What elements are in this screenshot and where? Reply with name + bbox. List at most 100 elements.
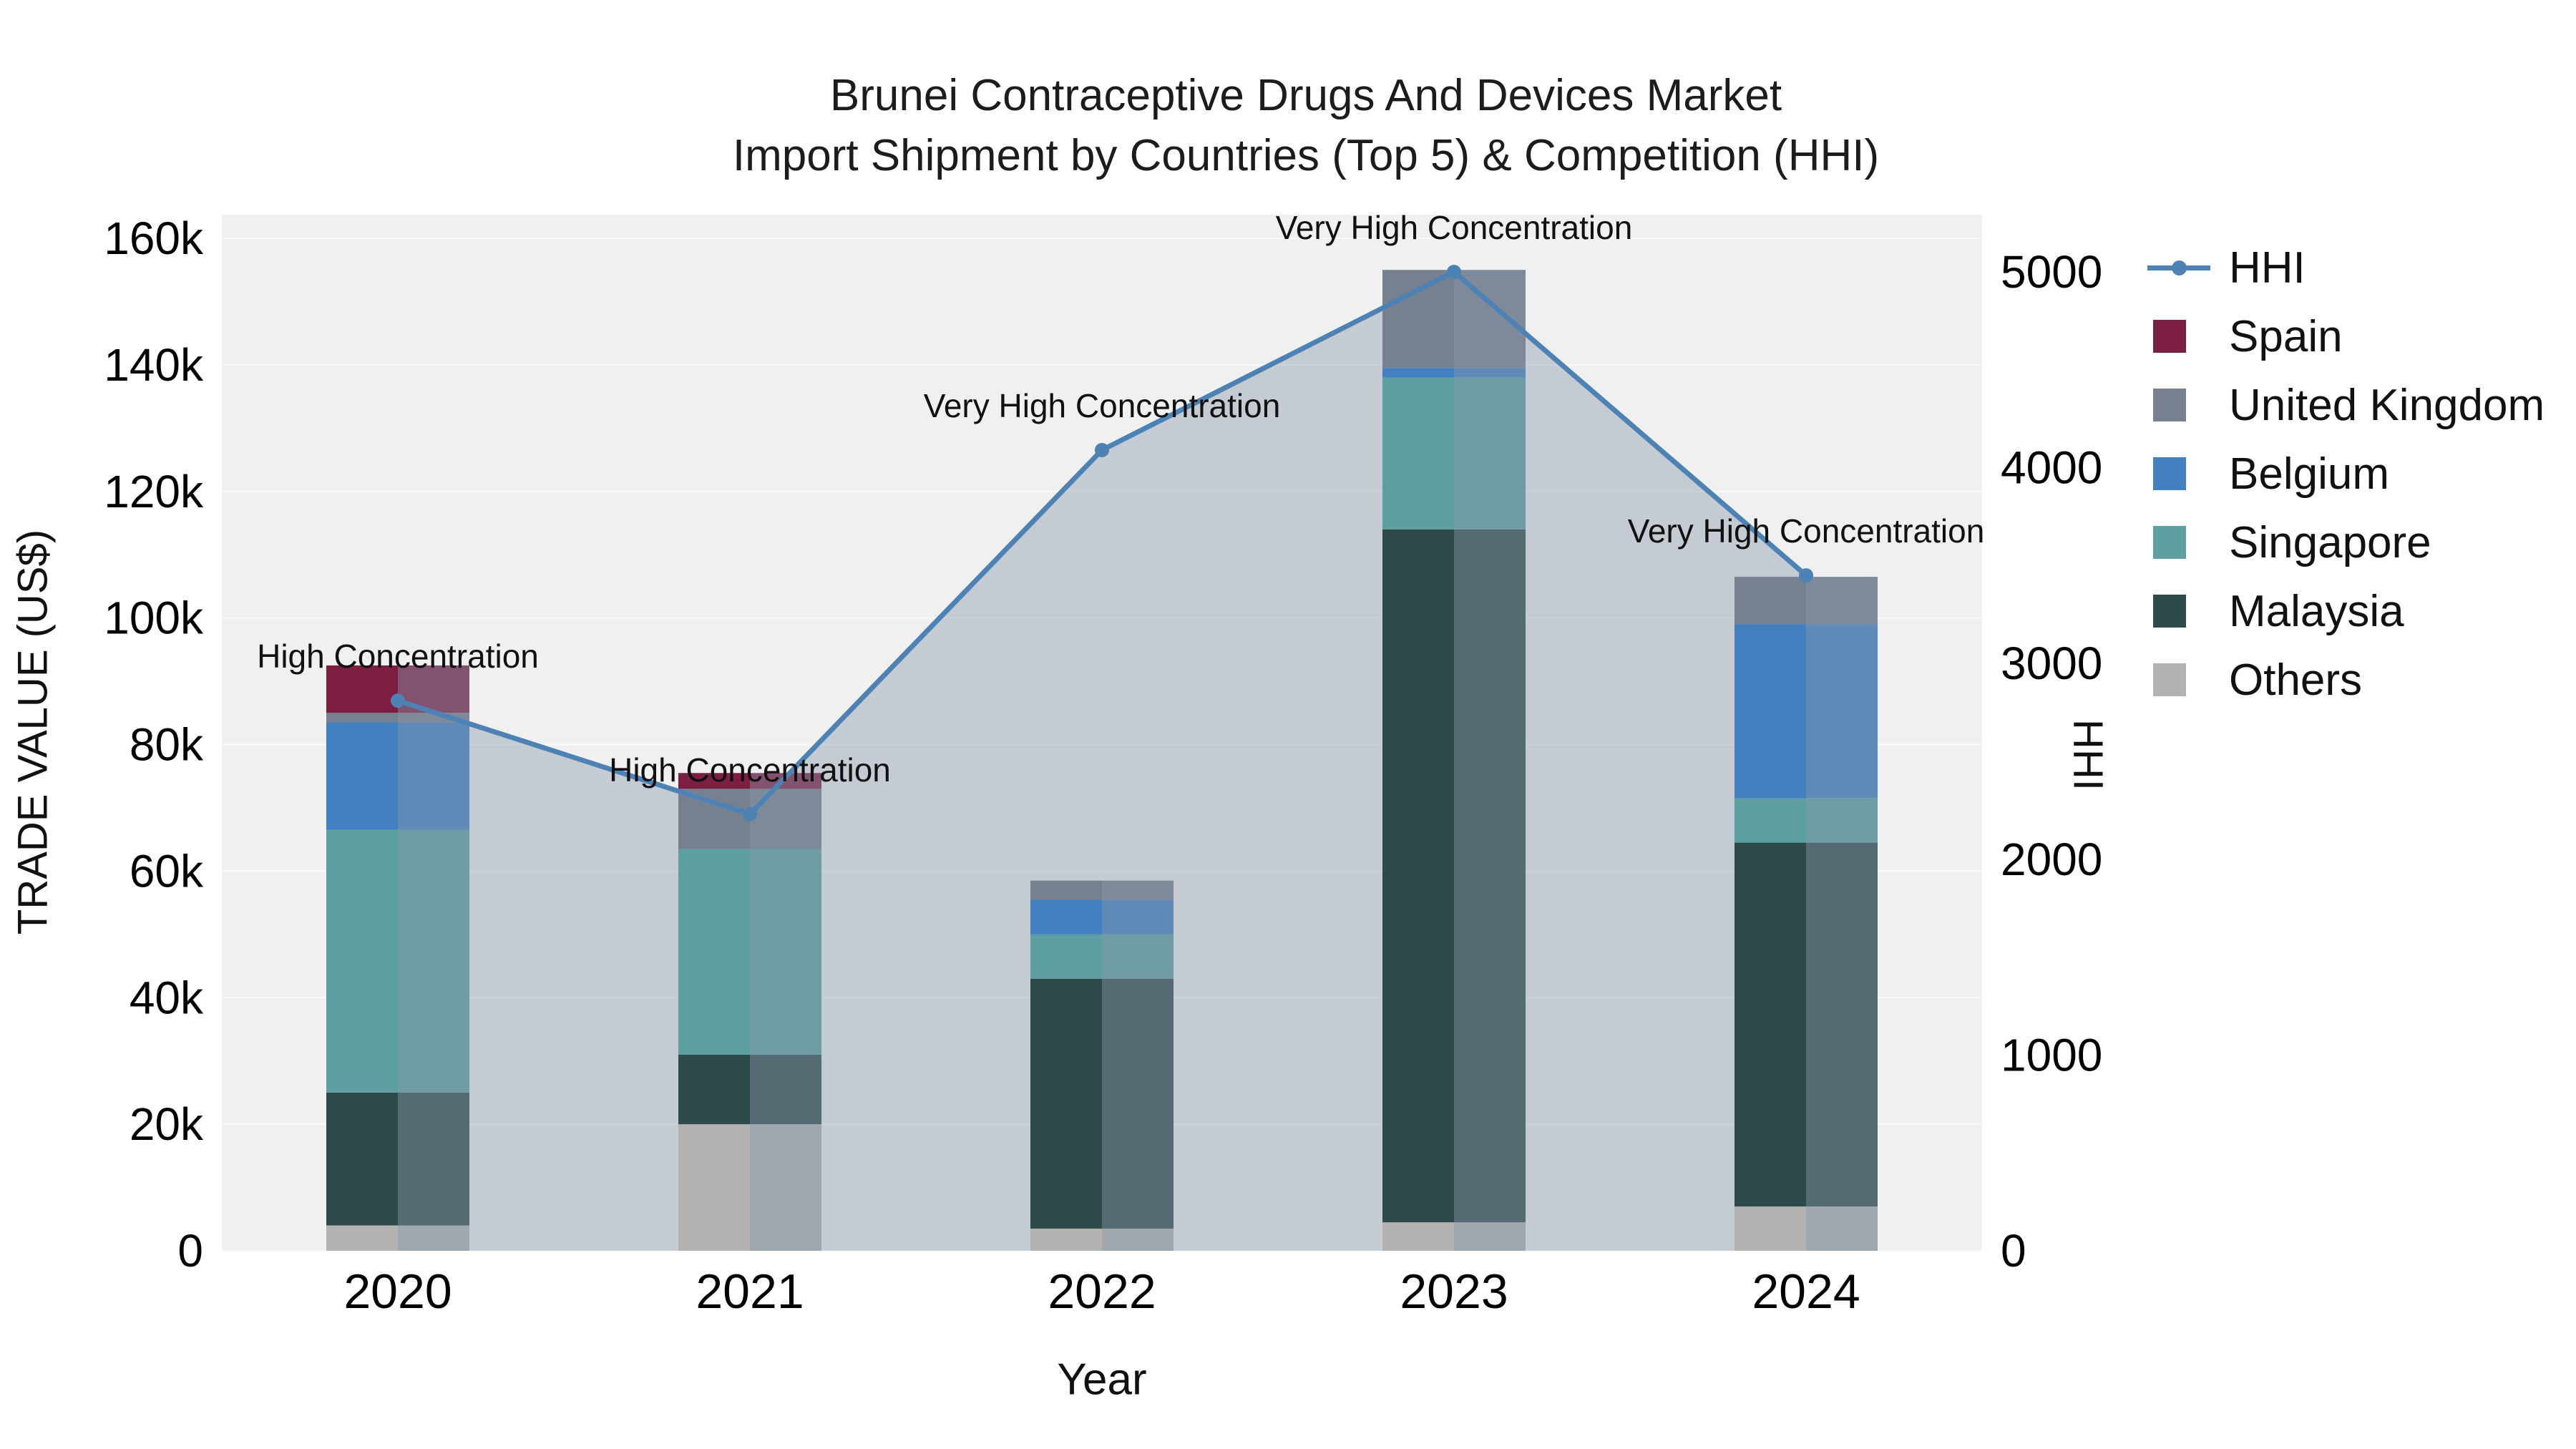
bar-segment-shaded-singapore-2022 bbox=[1102, 934, 1174, 979]
y-axis-label-right: HHI bbox=[2064, 719, 2112, 791]
bar-segment-shaded-united-kingdom-2022 bbox=[1102, 880, 1174, 900]
x-tick-2024: 2024 bbox=[1752, 1264, 1860, 1319]
legend-swatch-icon bbox=[2147, 595, 2210, 628]
bar-segment-malaysia-2023 bbox=[1382, 529, 1454, 1223]
legend-item-singapore: Singapore bbox=[2147, 508, 2545, 577]
bar-segment-malaysia-2021 bbox=[678, 1054, 750, 1125]
y-tick-right-2000: 2000 bbox=[2001, 834, 2102, 885]
hhi-marker-2020 bbox=[391, 693, 405, 708]
hhi-marker-2022 bbox=[1095, 442, 1109, 457]
bar-segment-shaded-malaysia-2023 bbox=[1454, 529, 1526, 1223]
bar-segment-shaded-singapore-2020 bbox=[398, 829, 469, 1093]
legend-swatch-icon bbox=[2147, 320, 2210, 353]
legend-color-square bbox=[2153, 526, 2186, 559]
y-tick-right-3000: 3000 bbox=[2001, 638, 2102, 689]
y-tick-right-5000: 5000 bbox=[2001, 246, 2102, 298]
bar-segment-shaded-malaysia-2021 bbox=[750, 1054, 821, 1125]
chart-title-line2: Import Shipment by Countries (Top 5) & C… bbox=[732, 131, 1880, 181]
bar-segment-singapore-2022 bbox=[1030, 934, 1102, 979]
bar-segment-belgium-2024 bbox=[1735, 624, 1806, 799]
bar-segment-singapore-2020 bbox=[326, 829, 398, 1093]
bar-segment-shaded-malaysia-2022 bbox=[1102, 978, 1174, 1229]
legend-swatch-icon bbox=[2147, 457, 2210, 490]
legend-line-icon bbox=[2147, 251, 2210, 284]
bar-segment-united-kingdom-2020 bbox=[326, 713, 398, 723]
annotation-2022: Very High Concentration bbox=[924, 387, 1281, 424]
legend-swatch-icon bbox=[2147, 526, 2210, 559]
bar-segment-shaded-united-kingdom-2021 bbox=[750, 789, 821, 849]
legend-color-square bbox=[2153, 663, 2186, 696]
legend-label: Singapore bbox=[2229, 517, 2431, 567]
annotation-2023: Very High Concentration bbox=[1276, 209, 1633, 246]
bar-segment-belgium-2022 bbox=[1030, 899, 1102, 935]
bar-segment-malaysia-2020 bbox=[326, 1092, 398, 1226]
x-tick-2022: 2022 bbox=[1048, 1264, 1156, 1319]
bar-segment-shaded-others-2021 bbox=[750, 1124, 821, 1251]
y-tick-left-160k: 160k bbox=[104, 213, 204, 264]
bar-segment-shaded-singapore-2021 bbox=[750, 849, 821, 1055]
bar-segment-others-2021 bbox=[678, 1124, 750, 1251]
chart-legend: HHI Spain United Kingdom Belgium Singapore Ma… bbox=[2147, 233, 2545, 714]
bar-segment-united-kingdom-2022 bbox=[1030, 880, 1102, 900]
bar-segment-others-2023 bbox=[1382, 1222, 1454, 1251]
x-tick-2023: 2023 bbox=[1400, 1264, 1508, 1319]
bar-segment-malaysia-2024 bbox=[1735, 842, 1806, 1207]
bar-segment-united-kingdom-2024 bbox=[1735, 577, 1806, 625]
bar-segment-others-2020 bbox=[326, 1225, 398, 1251]
annotation-2021: High Concentration bbox=[609, 751, 891, 789]
bar-segment-shaded-belgium-2020 bbox=[398, 722, 469, 830]
x-tick-2020: 2020 bbox=[343, 1264, 452, 1319]
legend-label: Malaysia bbox=[2229, 586, 2404, 636]
bar-segment-shaded-malaysia-2020 bbox=[398, 1092, 469, 1226]
bar-segment-singapore-2024 bbox=[1735, 798, 1806, 843]
bar-segment-shaded-united-kingdom-2023 bbox=[1454, 270, 1526, 369]
legend-item-others: Others bbox=[2147, 645, 2545, 714]
bar-segment-united-kingdom-2023 bbox=[1382, 270, 1454, 369]
legend-item-spain: Spain bbox=[2147, 302, 2545, 371]
y-tick-left-140k: 140k bbox=[104, 339, 204, 391]
hhi-marker-2023 bbox=[1447, 265, 1461, 279]
bar-segment-others-2022 bbox=[1030, 1229, 1102, 1251]
bar-segment-shaded-malaysia-2024 bbox=[1806, 842, 1878, 1207]
bar-segment-spain-2021 bbox=[678, 773, 750, 789]
legend-swatch-icon bbox=[2147, 389, 2210, 421]
y-tick-left-100k: 100k bbox=[104, 592, 204, 644]
annotation-2024: Very High Concentration bbox=[1628, 512, 1985, 550]
annotation-2020: High Concentration bbox=[257, 638, 539, 675]
legend-label: HHI bbox=[2229, 243, 2306, 293]
bar-segment-shaded-singapore-2024 bbox=[1806, 798, 1878, 843]
y-tick-left-80k: 80k bbox=[130, 719, 204, 771]
legend-color-square bbox=[2153, 595, 2186, 628]
legend-color-square bbox=[2153, 389, 2186, 421]
bar-segment-shaded-belgium-2024 bbox=[1806, 624, 1878, 799]
legend-item-united-kingdom: United Kingdom bbox=[2147, 371, 2545, 439]
hhi-marker-2021 bbox=[743, 806, 757, 821]
bar-segment-shaded-others-2024 bbox=[1806, 1206, 1878, 1251]
y-tick-left-40k: 40k bbox=[130, 972, 204, 1023]
chart-title-line1: Brunei Contraceptive Drugs And Devices M… bbox=[829, 71, 1782, 120]
hhi-marker-2024 bbox=[1799, 568, 1813, 583]
legend-item-malaysia: Malaysia bbox=[2147, 577, 2545, 645]
y-tick-left-0: 0 bbox=[177, 1225, 203, 1277]
y-tick-left-20k: 20k bbox=[130, 1098, 204, 1150]
y-tick-left-60k: 60k bbox=[130, 845, 204, 897]
bar-segment-singapore-2021 bbox=[678, 849, 750, 1055]
x-tick-2021: 2021 bbox=[696, 1264, 804, 1319]
legend-label: Others bbox=[2229, 655, 2363, 705]
bar-segment-shaded-united-kingdom-2024 bbox=[1806, 577, 1878, 625]
bar-segment-united-kingdom-2021 bbox=[678, 789, 750, 849]
bar-segment-malaysia-2022 bbox=[1030, 978, 1102, 1229]
bar-segment-shaded-spain-2021 bbox=[750, 773, 821, 789]
y-tick-right-1000: 1000 bbox=[2001, 1029, 2102, 1080]
bar-segment-shaded-belgium-2023 bbox=[1454, 368, 1526, 378]
legend-item-hhi: HHI bbox=[2147, 233, 2545, 302]
bar-segment-spain-2020 bbox=[326, 665, 398, 713]
bar-segment-belgium-2020 bbox=[326, 722, 398, 830]
bar-segment-shaded-others-2020 bbox=[398, 1225, 469, 1251]
bar-segment-belgium-2023 bbox=[1382, 368, 1454, 378]
y-tick-left-120k: 120k bbox=[104, 466, 204, 517]
legend-label: United Kingdom bbox=[2229, 380, 2545, 430]
x-axis-label: Year bbox=[1057, 1355, 1147, 1405]
